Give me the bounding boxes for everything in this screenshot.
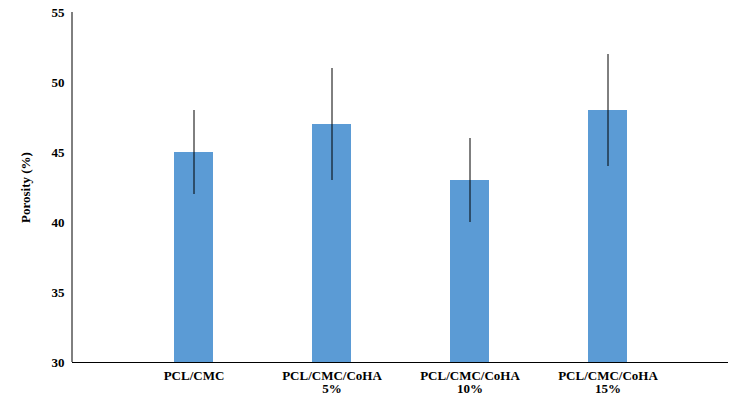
svg-text:PCL/CMC/CoHA10%: PCL/CMC/CoHA10% — [420, 368, 520, 396]
svg-text:35: 35 — [52, 285, 66, 300]
svg-text:40: 40 — [52, 215, 65, 230]
svg-text:PCL/CMC: PCL/CMC — [164, 368, 225, 383]
svg-text:Porosity (%): Porosity (%) — [18, 152, 33, 223]
svg-text:45: 45 — [52, 145, 66, 160]
svg-text:50: 50 — [52, 75, 65, 90]
svg-text:30: 30 — [52, 355, 65, 370]
svg-text:55: 55 — [52, 5, 66, 20]
svg-text:PCL/CMC/CoHA5%: PCL/CMC/CoHA5% — [282, 368, 382, 396]
svg-text:PCL/CMC/CoHA15%: PCL/CMC/CoHA15% — [558, 368, 658, 396]
